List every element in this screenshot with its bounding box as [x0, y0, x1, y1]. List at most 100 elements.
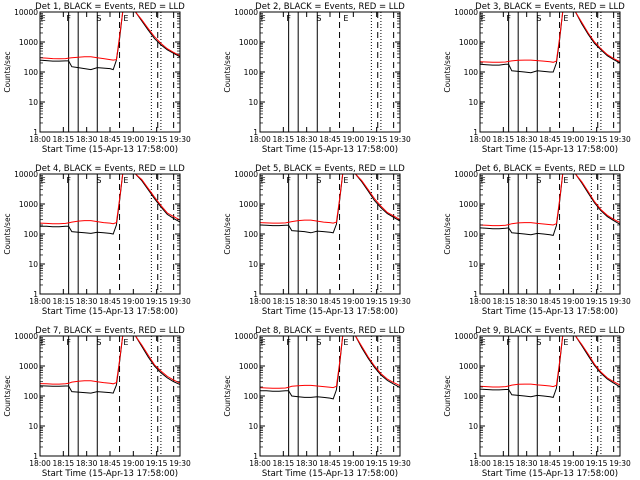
x-tick-label: 19:00: [123, 135, 145, 144]
x-tick-label: 18:15: [53, 297, 75, 306]
x-tick-label: 18:30: [76, 459, 98, 468]
marker-letter: E: [481, 176, 486, 185]
y-tick-label: 10000: [454, 8, 478, 17]
y-tick-label: 10: [468, 260, 478, 269]
marker-letter: E: [123, 338, 128, 347]
marker-letter: E: [41, 14, 46, 23]
x-tick-label: 18:45: [99, 459, 121, 468]
x-tick-label: 18:00: [469, 459, 491, 468]
x-tick-label: 18:15: [493, 135, 515, 144]
x-tick-label: 18:15: [273, 459, 295, 468]
y-tick-label: 10: [28, 98, 38, 107]
y-axis: 1 10 100 1000 10000 Counts/sec: [3, 170, 180, 299]
panel-title: Det 6, BLACK = Events, RED = LLD: [475, 164, 625, 174]
x-tick-label: 19:30: [609, 135, 631, 144]
y-tick-label: 1000: [19, 362, 38, 371]
marker-letter: E: [261, 176, 266, 185]
x-tick-label: 18:15: [53, 135, 75, 144]
x-tick-label: 18:45: [99, 297, 121, 306]
x-axis: 18:00 18:15 18:30 18:45 19:00 19:15 19:30Start…: [29, 336, 191, 479]
plot-frame: [39, 11, 181, 133]
x-tick-label: 18:15: [493, 459, 515, 468]
x-tick-label: 18:45: [539, 135, 561, 144]
marker-letter: F: [286, 338, 291, 347]
series-lld-line: [480, 174, 620, 227]
x-tick-label: 19:30: [169, 297, 191, 306]
x-tick-label: 18:30: [296, 459, 318, 468]
x-tick-label: 18:45: [539, 459, 561, 468]
y-axis-label: Counts/sec: [443, 375, 452, 416]
x-tick-label: 18:00: [249, 135, 271, 144]
x-tick-label: 19:00: [563, 297, 585, 306]
x-tick-label: 18:00: [249, 297, 271, 306]
marker-letter: E: [41, 338, 46, 347]
series-events-line: [260, 336, 400, 400]
plot-frame: [39, 335, 181, 457]
y-axis-label: Counts/sec: [223, 213, 232, 254]
x-tick-label: 19:00: [563, 135, 585, 144]
y-tick-label: 10: [28, 422, 38, 431]
marker-letter: E: [481, 14, 486, 23]
x-tick-label: 19:15: [146, 297, 168, 306]
series-events-line: [480, 174, 620, 236]
panel-title: Det 9, BLACK = Events, RED = LLD: [475, 326, 625, 336]
y-axis-label: Counts/sec: [223, 51, 232, 92]
y-tick-label: 10000: [14, 332, 38, 341]
y-axis: 1 10 100 1000 10000 Counts/sec: [223, 170, 400, 299]
x-axis-label: Start Time (15-Apr-13 17:58:00): [42, 145, 178, 155]
marker-letter: S: [316, 338, 321, 347]
marker-letter: S: [316, 14, 321, 23]
y-axis: 1 10 100 1000 10000 Counts/sec: [443, 8, 620, 137]
x-axis: 18:00 18:15 18:30 18:45 19:00 19:15 19:30Start…: [469, 12, 631, 155]
plot-frame: [259, 173, 401, 295]
y-tick-label: 1: [253, 128, 258, 137]
y-tick-label: 100: [24, 392, 39, 401]
marker-letter: E: [343, 338, 348, 347]
plot-frame: [479, 335, 621, 457]
panel-title: Det 5, BLACK = Events, RED = LLD: [255, 164, 405, 174]
y-axis-label: Counts/sec: [3, 375, 12, 416]
series-events-line: [480, 336, 620, 398]
x-tick-label: 19:15: [366, 459, 388, 468]
marker-letter: S: [536, 176, 541, 185]
y-tick-label: 100: [24, 230, 39, 239]
x-tick-label: 18:00: [469, 297, 491, 306]
y-tick-label: 10000: [14, 170, 38, 179]
y-axis: 1 10 100 1000 10000 Counts/sec: [443, 170, 620, 299]
marker-letter: E: [343, 14, 348, 23]
y-axis-label: Counts/sec: [443, 51, 452, 92]
x-tick-label: 19:00: [343, 297, 365, 306]
x-axis-label: Start Time (15-Apr-13 17:58:00): [42, 307, 178, 317]
x-tick-label: 18:45: [539, 297, 561, 306]
y-tick-label: 10: [248, 260, 258, 269]
plot-frame: [259, 335, 401, 457]
x-axis: 18:00 18:15 18:30 18:45 19:00 19:15 19:30Start…: [29, 12, 191, 155]
x-axis-label: Start Time (15-Apr-13 17:58:00): [262, 145, 398, 155]
x-tick-label: 19:15: [586, 459, 608, 468]
x-tick-label: 19:30: [169, 459, 191, 468]
y-tick-label: 10000: [14, 8, 38, 17]
x-tick-label: 18:45: [99, 135, 121, 144]
marker-letter: S: [316, 176, 321, 185]
x-tick-label: 18:30: [76, 297, 98, 306]
x-axis-label: Start Time (15-Apr-13 17:58:00): [482, 145, 618, 155]
marker-letter: E: [343, 176, 348, 185]
y-tick-label: 1: [33, 452, 38, 461]
y-tick-label: 1: [33, 128, 38, 137]
marker-letter: E: [563, 176, 568, 185]
series-lld-line: [40, 336, 180, 385]
marker-letter: S: [96, 338, 101, 347]
marker-letter: E: [261, 14, 266, 23]
y-tick-label: 1: [253, 452, 258, 461]
x-axis-label: Start Time (15-Apr-13 17:58:00): [262, 307, 398, 317]
marker-letter: F: [66, 338, 71, 347]
